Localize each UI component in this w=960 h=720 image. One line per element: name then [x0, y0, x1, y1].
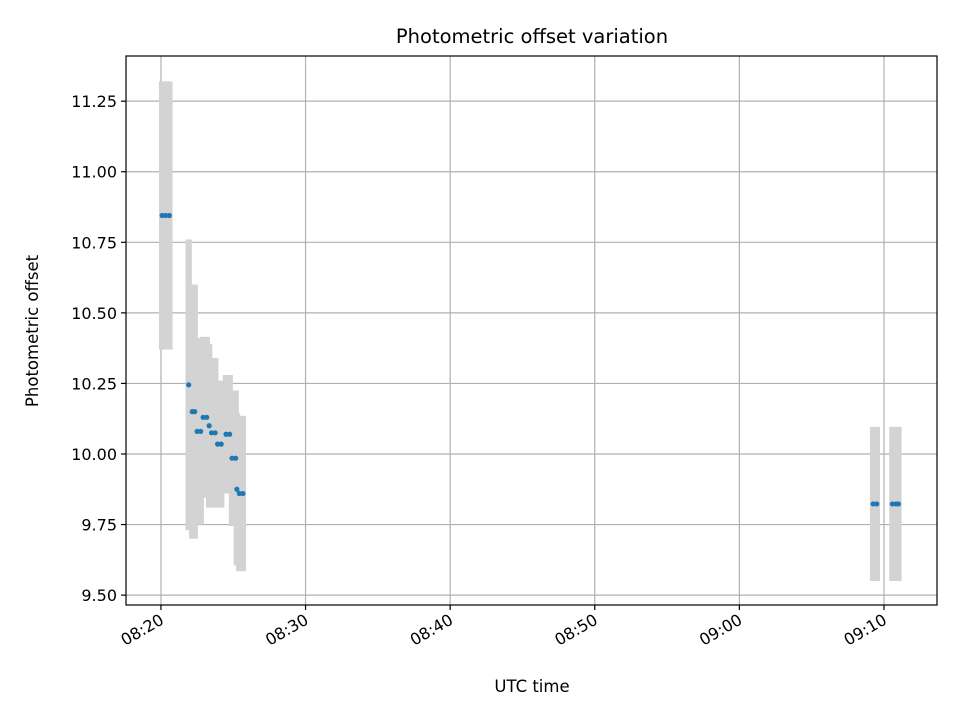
y-tick-label: 11.25	[71, 92, 117, 111]
x-tick-label: 09:00	[696, 610, 745, 650]
data-point	[198, 428, 204, 435]
y-tick-label: 11.00	[71, 163, 117, 182]
y-tick-label: 10.50	[71, 304, 117, 323]
x-axis-title: UTC time	[494, 677, 569, 696]
data-point	[870, 501, 876, 507]
data-point	[229, 455, 235, 461]
y-axis-title: Photometric offset	[23, 254, 42, 407]
data-point	[159, 212, 165, 219]
y-tick-label: 10.25	[71, 374, 117, 393]
data-point	[895, 501, 902, 507]
y-tick-label: 10.00	[71, 445, 117, 464]
y-axis: 9.50 9.75 10.00 10.25 10.50 10.75 11.00 11.25	[71, 92, 126, 605]
data-point	[204, 414, 210, 420]
x-axis: 08:20 08:30 08:40 08:50 09:00 09:10	[118, 605, 890, 650]
data-point	[212, 430, 218, 436]
data-point	[227, 431, 233, 437]
data-point	[208, 430, 215, 436]
grid-lines	[126, 56, 937, 605]
x-tick-label: 08:40	[407, 610, 456, 650]
plot-frame	[125, 55, 938, 606]
data-point	[889, 501, 896, 507]
y-tick-label: 10.75	[71, 233, 117, 252]
data-point	[186, 382, 192, 388]
data-points	[159, 212, 902, 507]
data-point	[192, 409, 198, 415]
data-point	[223, 431, 229, 437]
data-point	[218, 441, 224, 447]
x-tick-label: 08:30	[262, 610, 311, 650]
x-tick-label: 09:10	[841, 610, 890, 650]
chart-title: Photometric offset variation	[396, 25, 668, 48]
data-point	[166, 212, 172, 219]
data-point	[236, 490, 242, 497]
data-point	[214, 441, 221, 447]
data-point	[163, 212, 169, 219]
x-tick-label: 08:20	[118, 610, 167, 650]
data-point	[874, 501, 880, 507]
data-point	[200, 414, 206, 420]
data-point	[233, 455, 239, 461]
y-tick-label: 9.50	[81, 586, 117, 605]
y-tick-label: 9.75	[81, 516, 117, 535]
data-point	[240, 490, 246, 497]
error-bars	[158, 81, 902, 582]
data-point	[194, 428, 200, 435]
data-point	[206, 423, 212, 429]
x-tick-label: 08:50	[551, 610, 600, 650]
data-point	[234, 486, 240, 492]
